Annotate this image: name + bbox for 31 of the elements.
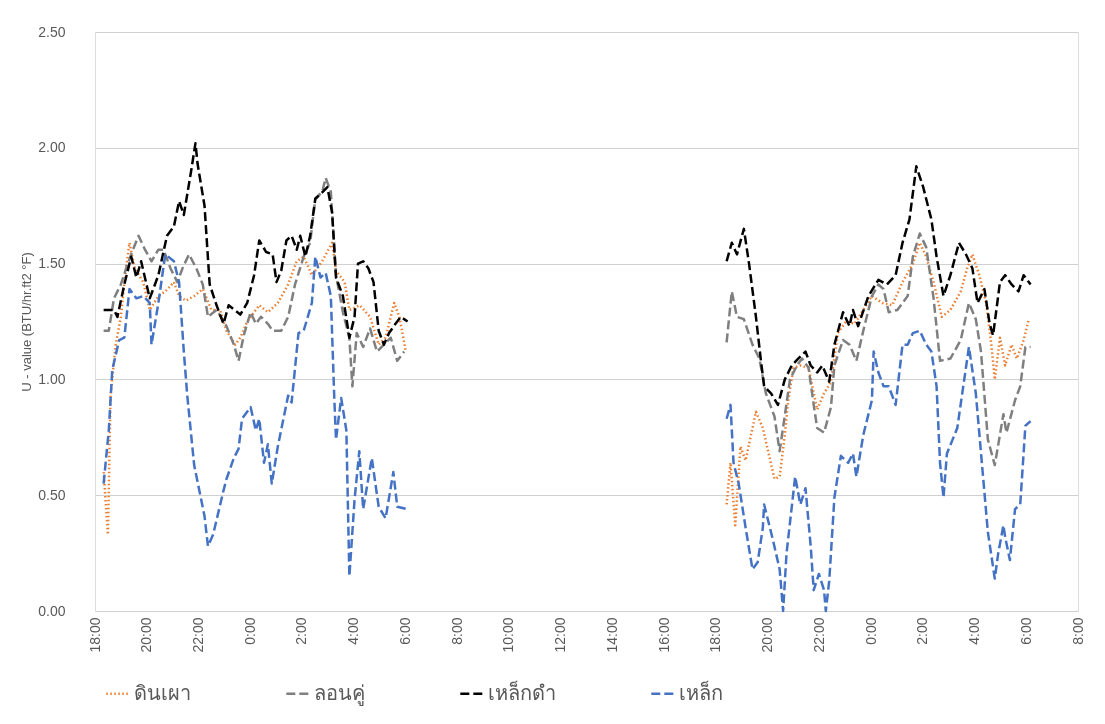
- x-tick-label: 8:00: [1069, 617, 1086, 645]
- legend-label: ลอนคู่: [314, 681, 365, 706]
- x-tick-label: 2:00: [914, 617, 931, 645]
- x-tick-label: 20:00: [138, 617, 155, 653]
- x-tick-label: 6:00: [396, 617, 413, 645]
- x-tick-label: 2:00: [293, 617, 310, 645]
- x-tick-label: 14:00: [603, 617, 620, 653]
- x-tick-label: 6:00: [1017, 617, 1034, 645]
- x-tick-label: 10:00: [500, 617, 517, 653]
- y-axis-title: U - value (BTU/hr.ft2 °F): [19, 252, 35, 392]
- x-tick-label: 12:00: [552, 617, 569, 653]
- y-tick-label: 0.00: [38, 602, 66, 619]
- x-tick-label: 22:00: [810, 617, 827, 653]
- legend-label: เหล็กดำ: [488, 679, 556, 704]
- x-tick-label: 16:00: [655, 617, 672, 653]
- legend-label: ดินเผา: [134, 681, 191, 704]
- x-tick-label: 20:00: [759, 617, 776, 653]
- y-tick-label: 1.50: [38, 255, 66, 272]
- legend-label: เหล็ก: [679, 679, 723, 704]
- x-tick-label: 8:00: [448, 617, 465, 645]
- y-tick-label: 2.00: [38, 139, 66, 156]
- x-tick-label: 0:00: [862, 617, 879, 645]
- x-tick-label: 18:00: [707, 617, 724, 653]
- x-tick-label: 4:00: [345, 617, 362, 645]
- y-tick-label: 0.50: [38, 486, 66, 503]
- y-tick-label: 1.00: [38, 370, 66, 387]
- x-tick-label: 4:00: [966, 617, 983, 645]
- y-tick-label: 2.50: [38, 23, 66, 40]
- x-tick-label: 0:00: [241, 617, 258, 645]
- x-tick-label: 18:00: [86, 617, 103, 653]
- x-tick-label: 22:00: [189, 617, 206, 653]
